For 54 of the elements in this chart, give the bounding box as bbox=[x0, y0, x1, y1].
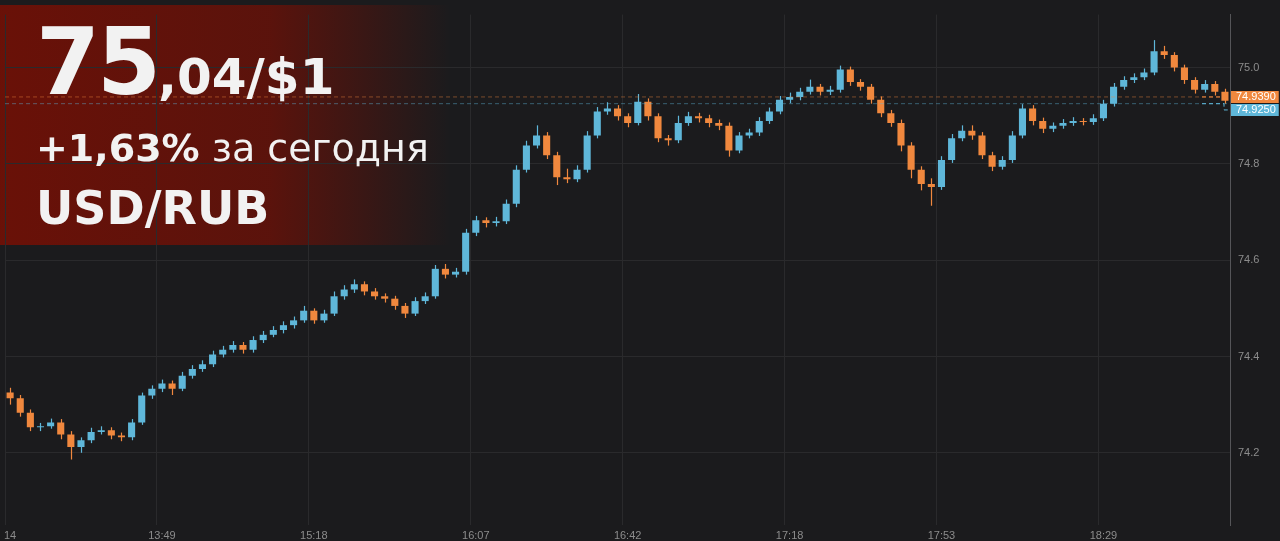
y-tick-label: 74.8 bbox=[1238, 156, 1260, 169]
y-tick-label: 74.6 bbox=[1238, 253, 1260, 266]
candlestick bbox=[735, 131, 743, 154]
x-tick-label: 15:18 bbox=[300, 528, 328, 541]
candlestick bbox=[897, 118, 905, 152]
x-tick-label: 13:49 bbox=[148, 528, 176, 541]
candlestick bbox=[917, 165, 925, 191]
candlestick bbox=[533, 124, 541, 150]
candlestick bbox=[634, 93, 642, 126]
candlestick bbox=[927, 177, 935, 207]
annotation: +1,63% за сегодня bbox=[36, 126, 429, 170]
x-tick-label: 14 bbox=[3, 528, 17, 541]
candlestick bbox=[553, 151, 561, 186]
candlestick bbox=[1180, 64, 1188, 85]
candlestick bbox=[674, 115, 682, 144]
candlestick bbox=[948, 133, 956, 164]
candlestick bbox=[755, 116, 763, 137]
candlestick bbox=[411, 296, 419, 317]
ref-line-label: 74.9390 bbox=[1236, 89, 1276, 102]
candlestick bbox=[988, 151, 996, 172]
x-tick-label: 16:42 bbox=[613, 528, 642, 541]
candlestick bbox=[775, 95, 784, 115]
candlestick bbox=[67, 430, 75, 461]
candlestick bbox=[1029, 104, 1037, 126]
candlestick bbox=[1150, 39, 1158, 76]
candlestick bbox=[836, 65, 844, 94]
candlestick bbox=[1170, 51, 1178, 73]
y-tick-label: 74.2 bbox=[1238, 445, 1260, 458]
candlestick bbox=[128, 418, 136, 441]
x-tick-label: 17:53 bbox=[927, 528, 956, 541]
candlestick bbox=[846, 66, 854, 87]
x-tick-label: 17:18 bbox=[775, 528, 804, 541]
candlestick bbox=[16, 394, 24, 418]
candlestick bbox=[178, 371, 186, 392]
candlestick bbox=[502, 198, 510, 225]
x-tick-label: 16:07 bbox=[462, 528, 490, 541]
candlestick bbox=[1110, 82, 1118, 108]
candlestick bbox=[472, 215, 480, 237]
candlestick bbox=[1099, 99, 1107, 122]
candlestick bbox=[867, 83, 875, 105]
candlestick bbox=[644, 97, 652, 122]
candlestick bbox=[26, 408, 34, 432]
candlestick bbox=[543, 131, 551, 160]
candlestick bbox=[877, 95, 885, 118]
annotation: USD/RUB bbox=[36, 181, 270, 235]
x-tick-label: 18:29 bbox=[1089, 528, 1118, 541]
candlestick bbox=[330, 290, 338, 317]
y-tick-label: 75.0 bbox=[1238, 60, 1260, 73]
annotation: 75,04/$1 bbox=[36, 9, 335, 116]
candlestick bbox=[57, 418, 65, 440]
candlestick bbox=[978, 131, 986, 160]
candlestick bbox=[654, 112, 662, 143]
ref-line-label: 74.9250 bbox=[1236, 102, 1276, 115]
y-tick-label: 74.4 bbox=[1238, 349, 1260, 362]
